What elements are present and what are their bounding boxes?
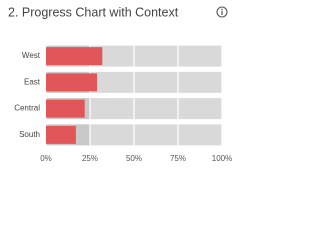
bar bbox=[46, 47, 103, 66]
chart-title: 2. Progress Chart with Context bbox=[8, 5, 179, 19]
x-tick-label: 75% bbox=[170, 154, 186, 163]
x-tick-label: 0% bbox=[40, 154, 52, 163]
x-tick-label: 25% bbox=[82, 154, 98, 163]
chart: 2. Progress Chart with Context West East C… bbox=[8, 5, 232, 163]
x-tick-label: 100% bbox=[212, 154, 232, 163]
category-label: South bbox=[19, 130, 40, 139]
category-label: Central bbox=[14, 104, 40, 113]
bar bbox=[46, 125, 76, 144]
page: {"chart_data": {"type": "progress", "tit… bbox=[8, 5, 233, 164]
x-tick-label: 50% bbox=[126, 154, 142, 163]
info-icon[interactable] bbox=[216, 6, 228, 18]
category-label: East bbox=[24, 77, 41, 86]
category-label: West bbox=[22, 51, 41, 60]
bar bbox=[46, 99, 85, 118]
bar bbox=[46, 73, 98, 92]
